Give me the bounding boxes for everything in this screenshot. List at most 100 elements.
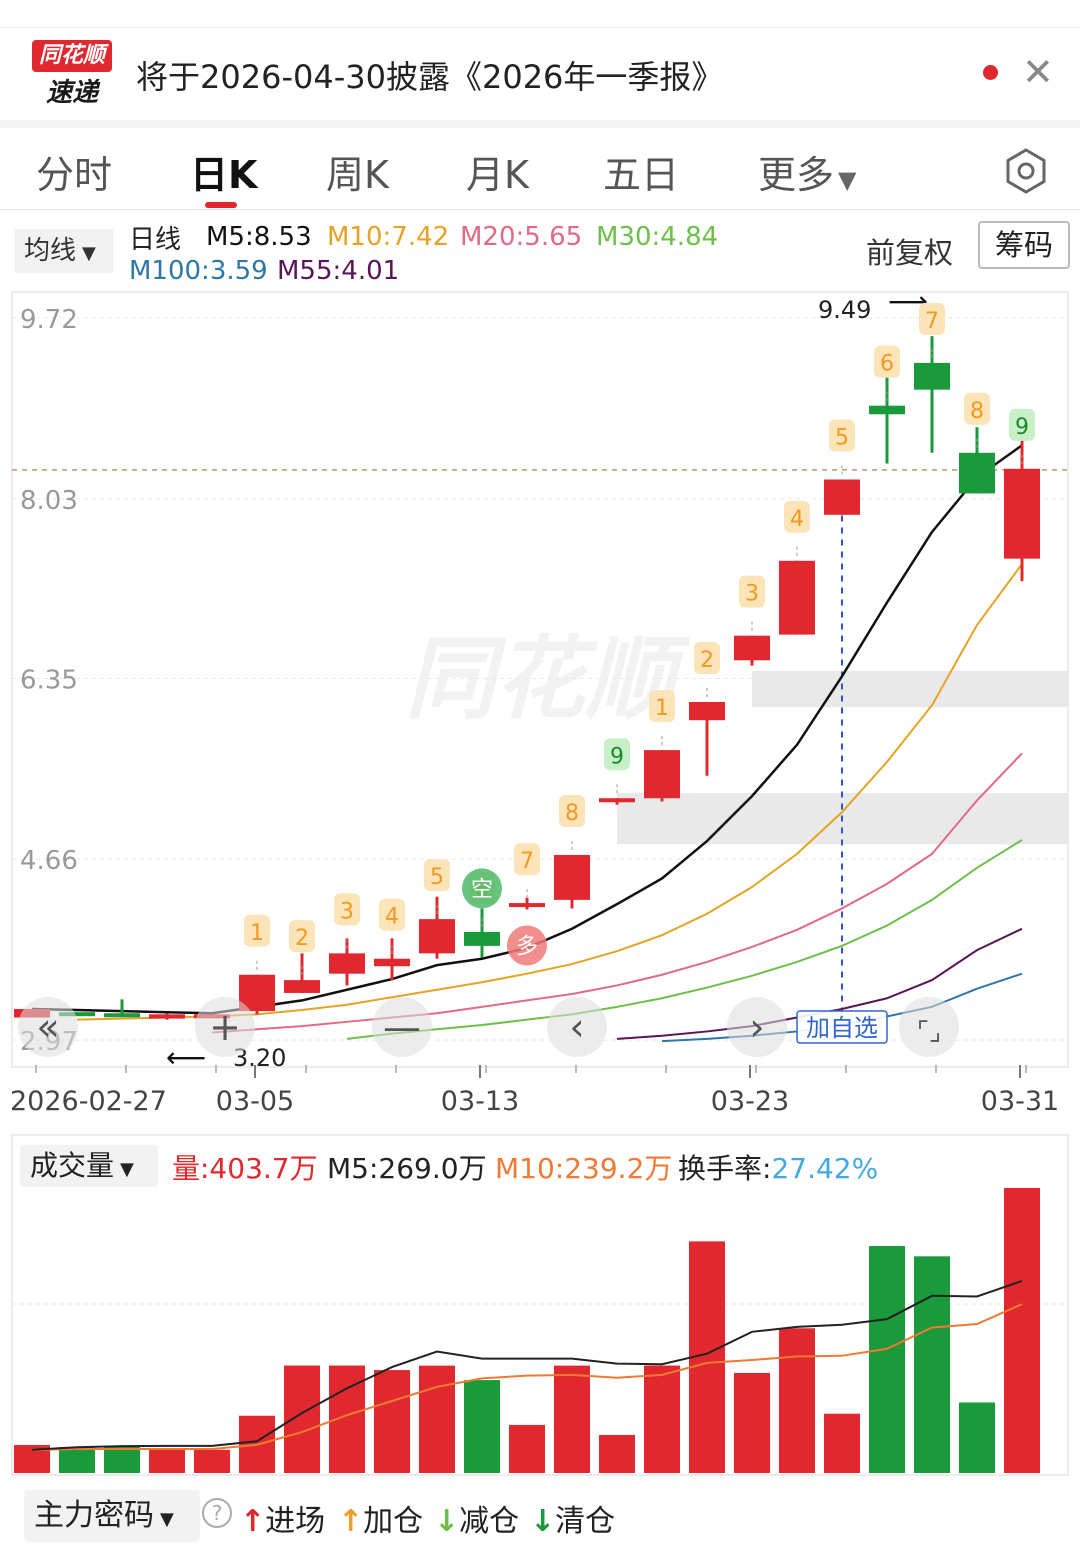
chip-distribution-button[interactable]: 筹码 xyxy=(978,221,1070,269)
arrow-up-icon: ↑ xyxy=(240,1504,266,1539)
legend-add: ↑加仓 xyxy=(338,1496,423,1540)
ma55-label: M55:4.01 xyxy=(277,256,400,286)
seq-badge xyxy=(829,419,855,452)
volume-value-label: 量:403.7万 xyxy=(172,1152,318,1185)
notice-banner[interactable]: 同花顺 速递 将于2026-04-30披露《2026年一季报》 ✕ xyxy=(0,28,1080,120)
tab-more[interactable]: 更多 ▼ xyxy=(758,144,856,199)
candle-body xyxy=(644,750,680,799)
volume-bar xyxy=(599,1434,635,1473)
legend-reduce: ↓减仓 xyxy=(434,1496,519,1540)
active-tab-indicator xyxy=(205,202,237,208)
seq-badge xyxy=(649,690,675,723)
seq-badge xyxy=(1009,408,1035,441)
volume-bar xyxy=(869,1246,905,1473)
candle-body xyxy=(554,854,590,900)
seq-badge xyxy=(784,500,810,533)
volume-bar xyxy=(464,1380,500,1473)
settings-hexagon-icon[interactable] xyxy=(1003,148,1049,194)
section-gap xyxy=(0,120,1080,128)
volume-bar xyxy=(644,1365,680,1473)
seq-number: 4 xyxy=(790,507,804,532)
candle-body xyxy=(104,1013,140,1018)
volume-bar xyxy=(374,1370,410,1473)
prev-icon[interactable] xyxy=(547,997,607,1057)
tab-five-day[interactable]: 五日 xyxy=(603,153,680,197)
zoom-in-icon[interactable] xyxy=(195,997,255,1057)
ma-line-m30 xyxy=(346,839,1023,1040)
seq-number: 6 xyxy=(880,352,894,377)
volume-bar xyxy=(149,1449,185,1473)
volume-bar xyxy=(914,1256,950,1473)
volume-bar xyxy=(104,1446,140,1473)
turnover-value: 27.42% xyxy=(771,1152,879,1185)
tab-weekly-k[interactable]: 周K xyxy=(326,153,389,197)
seq-number: 5 xyxy=(835,426,849,451)
seq-badge xyxy=(424,859,450,892)
volume-bar xyxy=(419,1365,455,1473)
next-icon[interactable] xyxy=(727,997,787,1057)
price-axis-label: 8.03 xyxy=(20,486,78,516)
volume-dropdown-label: 成交量 xyxy=(30,1149,115,1182)
seq-number: 3 xyxy=(340,899,354,924)
tab-timeshare[interactable]: 分时 xyxy=(36,153,113,197)
arrow-down-icon: ↓ xyxy=(530,1504,556,1539)
scroll-start-icon[interactable] xyxy=(18,997,78,1057)
candle-body xyxy=(734,635,770,661)
logo-bottom-text: 速递 xyxy=(45,78,98,108)
ma5-label: M5:8.53 xyxy=(206,222,312,252)
add-watchlist-button[interactable] xyxy=(796,1010,888,1044)
seq-badge xyxy=(559,794,585,827)
volume-m10-line xyxy=(31,1303,1023,1451)
forward-adjust-toggle[interactable]: 前复权 xyxy=(866,236,954,270)
x-axis-label: 03-05 xyxy=(216,1086,294,1117)
disclosure-notice-text[interactable]: 将于2026-04-30披露《2026年一季报》 xyxy=(136,58,724,96)
volume-bar xyxy=(1004,1188,1040,1473)
tab-daily-k[interactable]: 日K xyxy=(190,153,258,197)
price-axis-label: 9.72 xyxy=(20,305,78,335)
ma-dropdown[interactable]: 均线 ▼ xyxy=(14,229,114,273)
dropdown-arrow-icon: ▼ xyxy=(838,166,857,194)
zoom-out-icon[interactable] xyxy=(372,997,432,1057)
help-icon[interactable]: ? xyxy=(202,1498,232,1528)
fullscreen-icon[interactable] xyxy=(899,997,959,1057)
price-highlight-zone xyxy=(752,670,1068,708)
seq-badge xyxy=(289,920,315,953)
main-force-dropdown[interactable]: 主力密码 ▼ xyxy=(24,1490,200,1542)
ma30-label: M30:4.84 xyxy=(596,222,719,252)
seq-number: 7 xyxy=(520,849,534,874)
volume-bar xyxy=(779,1328,815,1473)
seq-number: 4 xyxy=(385,905,399,930)
legend-enter-label: 进场 xyxy=(265,1504,326,1539)
logo-top-text: 同花顺 xyxy=(32,40,112,72)
candle-body xyxy=(1004,468,1040,559)
volume-m5-label: M5:269.0万 xyxy=(327,1152,487,1185)
candle-body xyxy=(779,560,815,635)
tab-monthly-k[interactable]: 月K xyxy=(466,153,529,197)
next-icon-glyph: › xyxy=(749,1005,764,1049)
volume-dropdown[interactable]: 成交量 ▼ xyxy=(20,1145,158,1187)
add-watchlist-label: 加自选 xyxy=(806,1014,878,1042)
tab-more-label: 更多 xyxy=(758,153,835,197)
volume-bar xyxy=(194,1449,230,1473)
candle-body xyxy=(464,931,500,946)
volume-m10-label: M10:239.2万 xyxy=(495,1152,673,1185)
legend-clear: ↓清仓 xyxy=(530,1496,615,1540)
close-icon[interactable]: ✕ xyxy=(1022,50,1054,94)
seq-badge xyxy=(604,738,630,771)
kline-chart[interactable]: 同花顺9.728.036.354.662.973.20⟵123456空7多891… xyxy=(0,280,1080,1480)
seq-number: 9 xyxy=(610,744,624,769)
x-axis-label: 03-31 xyxy=(981,1086,1059,1117)
arrow-up-icon: ↑ xyxy=(338,1504,364,1539)
seq-badge xyxy=(919,302,945,335)
seq-badge xyxy=(514,843,540,876)
zoom-in-icon-glyph: + xyxy=(209,1005,241,1049)
fullscreen-icon-glyph: ⌜⌟ xyxy=(917,1017,941,1047)
seq-number: 8 xyxy=(565,801,579,826)
seq-number: 2 xyxy=(295,926,309,951)
candle-body xyxy=(149,1014,185,1019)
scroll-start-icon-glyph: « xyxy=(36,1005,59,1049)
dropdown-arrow-icon: ▼ xyxy=(160,1509,174,1530)
candle-body xyxy=(59,1012,95,1017)
signal-marker-text: 多 xyxy=(516,935,538,960)
x-axis-label: 03-23 xyxy=(711,1086,789,1117)
